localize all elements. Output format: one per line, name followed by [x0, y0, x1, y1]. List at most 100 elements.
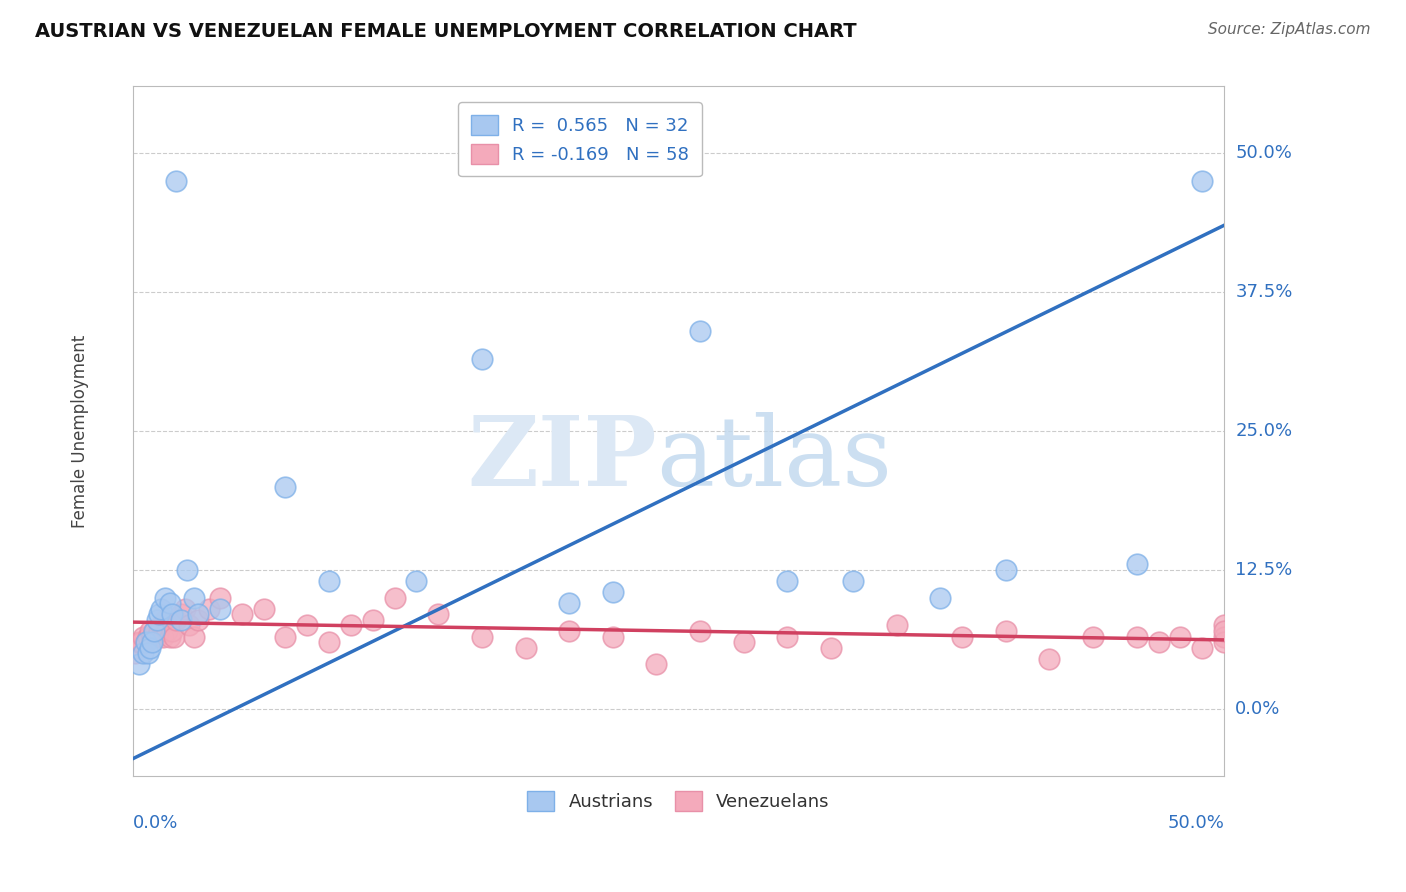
Text: 25.0%: 25.0% [1236, 422, 1292, 440]
Point [929, 591, 952, 605]
Point [143, 624, 166, 638]
Text: Source: ZipAtlas.com: Source: ZipAtlas.com [1208, 22, 1371, 37]
Point [558, 624, 581, 638]
Point [155, 613, 177, 627]
Point [405, 574, 427, 588]
Point [128, 635, 150, 649]
Point [145, 630, 167, 644]
Point [141, 635, 163, 649]
Point [174, 601, 197, 615]
Point [1038, 652, 1060, 666]
Point [515, 640, 537, 655]
Point [143, 624, 166, 638]
Point [124, 646, 146, 660]
Point [842, 574, 865, 588]
Point [141, 630, 163, 644]
Point [149, 618, 172, 632]
Point [132, 646, 155, 660]
Point [1213, 618, 1236, 632]
Text: 50.0%: 50.0% [1236, 144, 1292, 162]
Point [187, 607, 209, 622]
Point [602, 630, 624, 644]
Point [198, 601, 221, 615]
Point [689, 624, 711, 638]
Point [427, 607, 450, 622]
Point [231, 607, 253, 622]
Text: atlas: atlas [657, 411, 893, 506]
Point [1191, 174, 1213, 188]
Point [155, 591, 177, 605]
Point [152, 630, 174, 644]
Point [689, 324, 711, 338]
Point [645, 657, 668, 672]
Text: 12.5%: 12.5% [1236, 561, 1292, 579]
Point [208, 591, 231, 605]
Point [176, 563, 198, 577]
Text: 50.0%: 50.0% [1167, 814, 1225, 832]
Point [252, 601, 274, 615]
Point [558, 596, 581, 610]
Text: 0.0%: 0.0% [132, 814, 179, 832]
Point [820, 640, 842, 655]
Point [274, 479, 297, 493]
Point [179, 618, 201, 632]
Point [139, 624, 162, 638]
Point [1191, 640, 1213, 655]
Point [135, 635, 157, 649]
Point [471, 351, 494, 366]
Text: ZIP: ZIP [467, 411, 657, 506]
Point [950, 630, 973, 644]
Point [165, 174, 187, 188]
Point [1126, 630, 1149, 644]
Point [128, 657, 150, 672]
Point [165, 613, 187, 627]
Point [776, 574, 799, 588]
Point [274, 630, 297, 644]
Point [208, 601, 231, 615]
Point [1126, 558, 1149, 572]
Point [318, 574, 340, 588]
Point [361, 613, 384, 627]
Point [733, 635, 755, 649]
Point [129, 635, 152, 649]
Point [187, 613, 209, 627]
Point [148, 624, 170, 638]
Point [776, 630, 799, 644]
Point [136, 646, 159, 660]
Point [159, 630, 181, 644]
Point [602, 585, 624, 599]
Point [139, 640, 162, 655]
Point [1213, 624, 1236, 638]
Point [886, 618, 908, 632]
Point [295, 618, 318, 632]
Point [1213, 630, 1236, 644]
Point [183, 630, 205, 644]
Point [169, 613, 191, 627]
Point [132, 630, 155, 644]
Point [994, 624, 1017, 638]
Point [135, 635, 157, 649]
Point [145, 613, 167, 627]
Point [994, 563, 1017, 577]
Point [159, 596, 181, 610]
Point [136, 630, 159, 644]
Point [384, 591, 406, 605]
Point [160, 607, 183, 622]
Text: Female Unemployment: Female Unemployment [72, 334, 89, 527]
Point [471, 630, 494, 644]
Point [183, 591, 205, 605]
Point [160, 624, 183, 638]
Point [1081, 630, 1104, 644]
Text: 0.0%: 0.0% [1236, 700, 1281, 718]
Point [125, 640, 148, 655]
Point [340, 618, 363, 632]
Point [1170, 630, 1192, 644]
Point [149, 601, 172, 615]
Point [1147, 635, 1170, 649]
Point [1213, 635, 1236, 649]
Point [318, 635, 340, 649]
Point [163, 630, 186, 644]
Text: 37.5%: 37.5% [1236, 283, 1292, 301]
Legend: Austrians, Venezuelans: Austrians, Venezuelans [520, 784, 837, 818]
Point [169, 607, 191, 622]
